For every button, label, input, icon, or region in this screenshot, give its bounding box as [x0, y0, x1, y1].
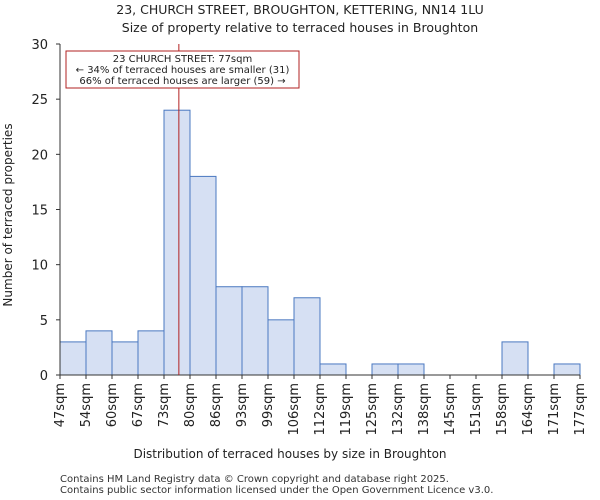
bar-54sqm — [85, 330, 113, 376]
y-axis-label: Number of terraced properties — [1, 123, 15, 306]
chart-title-address: 23, CHURCH STREET, BROUGHTON, KETTERING,… — [116, 2, 484, 17]
chart-title: Size of property relative to terraced ho… — [121, 20, 479, 35]
footer-copyright: Contains HM Land Registry data © Crown c… — [60, 474, 449, 485]
x-tick-label: 60sqm — [105, 383, 120, 427]
x-tick-label: 138sqm — [417, 383, 432, 436]
x-tick-label: 151sqm — [469, 383, 484, 436]
y-tick-label: 15 — [31, 204, 48, 219]
y-tick-label: 25 — [31, 93, 48, 108]
bar-99sqm — [267, 319, 295, 376]
bar-158sqm — [501, 341, 529, 376]
bar-93sqm — [241, 286, 269, 376]
x-tick-label: 80sqm — [183, 383, 198, 427]
x-tick-label: 93sqm — [235, 383, 250, 427]
x-tick-label: 145sqm — [443, 383, 458, 436]
bar-47sqm — [59, 341, 87, 376]
x-tick-label: 158sqm — [495, 383, 510, 436]
x-tick-label: 73sqm — [157, 383, 172, 427]
x-tick-label: 47sqm — [53, 383, 68, 427]
x-tick-label: 106sqm — [287, 383, 302, 436]
x-tick-label: 171sqm — [547, 383, 562, 436]
annotation-frame — [65, 50, 300, 89]
annotation-line-2: ← 34% of terraced houses are smaller (31… — [76, 65, 290, 76]
bar-125sqm — [371, 363, 399, 376]
x-tick-label: 54sqm — [79, 383, 94, 427]
x-tick-label: 119sqm — [339, 383, 354, 436]
x-tick-label: 86sqm — [209, 383, 224, 427]
bar-112sqm — [319, 363, 347, 376]
bar-73sqm — [163, 109, 191, 376]
bars-group — [59, 109, 581, 376]
annotation-line-1: 23 CHURCH STREET: 77sqm — [113, 54, 252, 65]
footer-licence: Contains public sector information licen… — [60, 485, 494, 496]
x-tick-label: 67sqm — [131, 383, 146, 427]
bar-60sqm — [111, 341, 139, 376]
x-tick-label: 164sqm — [521, 383, 536, 436]
bar-106sqm — [293, 297, 321, 376]
bar-132sqm — [397, 363, 425, 376]
annotation-box: 23 CHURCH STREET: 77sqm← 34% of terraced… — [65, 50, 300, 89]
x-tick-label: 112sqm — [313, 383, 328, 436]
y-tick-label: 5 — [40, 314, 48, 329]
y-ticks: 0 5 10 15 20 25 30 — [31, 38, 60, 384]
y-tick-label: 30 — [31, 38, 48, 53]
bar-171sqm — [553, 363, 581, 376]
bar-86sqm — [215, 286, 243, 376]
annotation-line-3: 66% of terraced houses are larger (59) → — [79, 76, 285, 87]
x-tick-label: 99sqm — [261, 383, 276, 427]
bar-67sqm — [137, 330, 165, 376]
x-ticks: 47sqm 54sqm 60sqm 67sqm 73sqm 80sqm 86sqm 93sqm… — [53, 375, 588, 436]
y-tick-label: 20 — [31, 148, 48, 163]
x-tick-label: 177sqm — [573, 383, 588, 436]
y-tick-label: 10 — [31, 259, 48, 274]
bar-80sqm — [189, 175, 217, 376]
x-tick-label: 125sqm — [365, 383, 380, 436]
x-axis-label: Distribution of terraced houses by size … — [133, 447, 446, 461]
x-tick-label: 132sqm — [391, 383, 406, 436]
y-tick-label: 0 — [40, 369, 48, 384]
